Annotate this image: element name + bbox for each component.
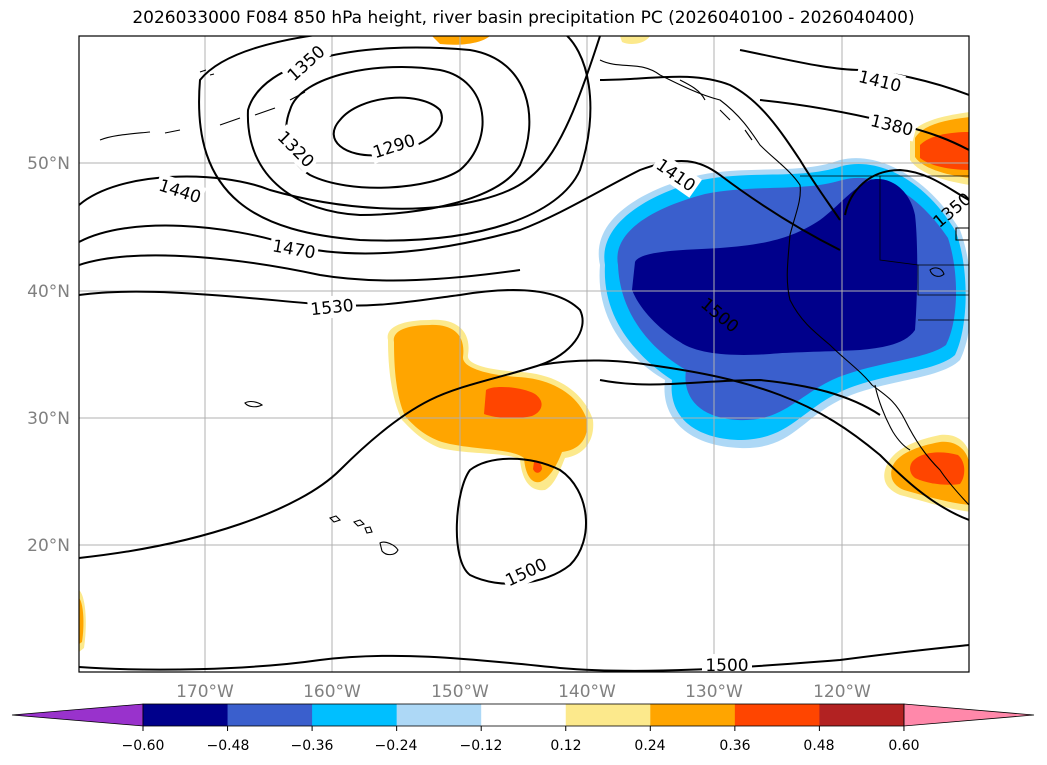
positive-precip-mexico [884,434,969,512]
lat-tick-label: 50°N [27,154,70,174]
colorbar-tick-label: 0.24 [634,738,665,754]
coastlines [99,59,969,556]
positive-precip-region [387,319,594,491]
colorbar-tick-label: −0.36 [291,738,334,754]
colorbar-segment [734,704,820,726]
colorbar-segment [565,704,651,726]
contour-label: 1500 [705,656,748,676]
contour-label: 1530 [310,296,355,320]
colorbar-segment [650,704,736,726]
latitude-ticks: 50°N 40°N 30°N 20°N [27,154,70,556]
colorbar: −0.60 −0.48 −0.36 −0.24 −0.12 0.12 0.24 … [11,703,1035,754]
lon-tick-label: 150°W [431,682,489,702]
map-plot-area: 1350 1320 1290 1440 1470 1530 1410 1380 … [79,36,969,676]
colorbar-extend-max [903,703,1035,727]
colorbar-segment [143,704,229,726]
lon-tick-label: 140°W [558,682,616,702]
colorbar-segment [819,704,905,726]
colorbar-frame [142,703,905,727]
colorbar-tick-label: 0.48 [803,738,834,754]
lon-tick-label: 170°W [176,682,234,702]
colorbar-tick-label: −0.60 [122,738,165,754]
lat-tick-label: 40°N [27,282,70,302]
lat-tick-label: 30°N [27,409,70,429]
borders [800,175,969,321]
colorbar-tick-label: 0.60 [888,738,919,754]
plot-frame [78,35,970,673]
colorbar-tick-label: 0.36 [719,738,750,754]
lon-tick-label: 160°W [303,682,361,702]
colorbar-segment [396,704,482,726]
colorbar-segment [227,704,313,726]
colorbar-segment [312,704,398,726]
colorbar-tick-label: −0.12 [460,738,503,754]
colorbar-tick-label: 0.12 [550,738,581,754]
colorbar-tick-label: −0.48 [207,738,250,754]
colorbar-ticks: −0.60 −0.48 −0.36 −0.24 −0.12 0.12 0.24 … [122,738,920,754]
colorbar-extend-min [11,703,144,727]
negative-precip-region [598,158,969,449]
lon-tick-label: 120°W [813,682,871,702]
colorbar-segments [11,703,1035,731]
longitude-ticks: 170°W 160°W 150°W 140°W 130°W 120°W [176,682,871,702]
colorbar-segment [481,704,567,726]
map-title: 2026033000 F084 850 hPa height, river ba… [132,8,915,28]
lat-tick-label: 20°N [27,536,70,556]
lon-tick-label: 130°W [685,682,743,702]
colorbar-tick-label: −0.24 [375,738,418,754]
